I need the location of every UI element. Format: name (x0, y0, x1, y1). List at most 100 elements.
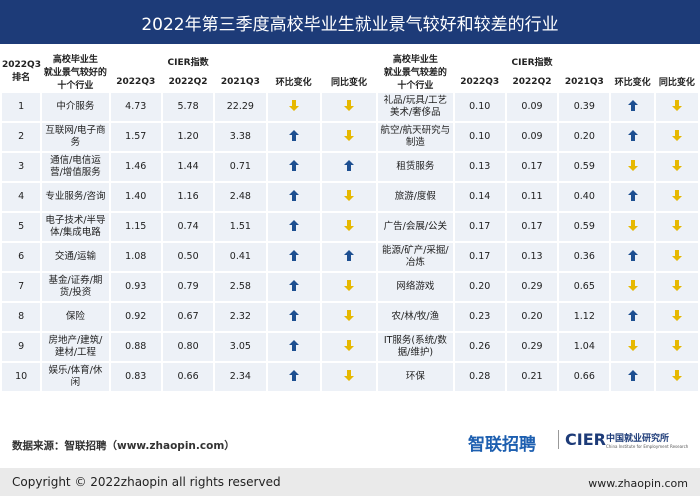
cell: 1.15 (110, 213, 161, 241)
header: 2022Q3 (460, 76, 500, 87)
trend-arrow (321, 213, 377, 241)
arrow-icon (627, 339, 638, 351)
institute-en: China Institute for Employment Research (606, 444, 689, 449)
header: 环比变化 (275, 78, 312, 89)
trend-arrow (655, 123, 698, 151)
cell: 0.59 (559, 213, 610, 241)
trend-arrow (321, 363, 377, 391)
arrow-icon (288, 339, 299, 351)
cell: 0.36 (559, 243, 610, 271)
trend-arrow (321, 273, 377, 301)
cell: 0.66 (162, 363, 214, 391)
table-row: 10 娱乐/体育/休闲 0.83 0.66 2.34 环保 0.28 0.21 0.66 (2, 363, 698, 391)
arrow-icon (343, 309, 354, 321)
cell: 3.05 (215, 333, 266, 361)
arrow-icon (671, 129, 682, 141)
table-row: 3 通信/电信运营/增值服务 1.46 1.44 0.71 租赁服务 0.13 0.17 0.5… (2, 153, 698, 181)
cell: 旅游/度假 (378, 183, 453, 211)
table-row: 5 电子技术/半导体/集成电路 1.15 0.74 1.51 广告/会展/公关 0.17 0.… (2, 213, 698, 241)
arrow-icon (343, 249, 354, 261)
arrow-icon (627, 159, 638, 171)
cell: 2 (2, 123, 41, 151)
cell: 0.29 (506, 333, 558, 361)
header: 同比变化 (658, 78, 695, 89)
trend-arrow (267, 363, 320, 391)
cell: 1.44 (162, 153, 214, 181)
cell: 专业服务/咨询 (42, 183, 109, 211)
cell: 0.71 (215, 153, 266, 181)
trend-arrow (655, 333, 698, 361)
arrow-icon (288, 189, 299, 201)
cell: IT服务(系统/数据/维护) (378, 333, 453, 361)
cell: 0.09 (506, 123, 558, 151)
arrow-icon (288, 159, 299, 171)
cell: 5.78 (162, 93, 214, 121)
trend-arrow (321, 243, 377, 271)
trend-arrow (611, 93, 654, 121)
header: CIER指数 (167, 57, 209, 68)
trend-arrow (267, 303, 320, 331)
arrow-icon (671, 219, 682, 231)
table-row: 6 交通/运输 1.08 0.50 0.41 能源/矿产/采掘/冶炼 0.17 0.13 0.3… (2, 243, 698, 271)
trend-arrow (267, 333, 320, 361)
arrow-icon (343, 99, 354, 111)
cell: 1.46 (110, 153, 161, 181)
cell: 0.20 (559, 123, 610, 151)
logo: CIER (558, 430, 606, 449)
cell: 0.11 (506, 183, 558, 211)
table-row: 2 互联网/电子商务 1.57 1.20 3.38 航空/航天研究与制造 0.10 0.09 0… (2, 123, 698, 151)
cell: 22.29 (215, 93, 266, 121)
cell: 0.17 (506, 153, 558, 181)
cell: 租赁服务 (378, 153, 453, 181)
cell: 0.13 (506, 243, 558, 271)
cell: 0.92 (110, 303, 161, 331)
trend-arrow (611, 243, 654, 271)
trend-arrow (267, 213, 320, 241)
cell: 0.23 (454, 303, 505, 331)
table: 2022Q3 排名 高校毕业生 就业景气较好的 十个行业 CIER指数 高校毕业生 就… (0, 50, 700, 393)
arrow-icon (343, 279, 354, 291)
cell: 0.80 (162, 333, 214, 361)
arrow-icon (288, 309, 299, 321)
arrow-icon (671, 279, 682, 291)
cell: 0.17 (454, 243, 505, 271)
header: 同比变化 (330, 78, 367, 89)
cell: 1.57 (110, 123, 161, 151)
arrow-icon (627, 249, 638, 261)
cell: 0.20 (506, 303, 558, 331)
header: 2022Q3 (116, 76, 156, 87)
arrow-icon (288, 219, 299, 231)
trend-arrow (321, 153, 377, 181)
trend-arrow (321, 123, 377, 151)
header: 2021Q3 (220, 76, 260, 87)
cell: 0.83 (110, 363, 161, 391)
title: 2022年第三季度高校毕业生就业景气较好和较差的行业 (0, 0, 700, 44)
cell: 保险 (42, 303, 109, 331)
cell: 能源/矿产/采掘/冶炼 (378, 243, 453, 271)
cell: 0.26 (454, 333, 505, 361)
cell: 0.39 (559, 93, 610, 121)
arrow-icon (343, 369, 354, 381)
header: 2022Q2 (168, 76, 208, 87)
arrow-icon (288, 99, 299, 111)
cell: 0.41 (215, 243, 266, 271)
table-row: 9 房地产/建筑/建材/工程 0.88 0.80 3.05 IT服务(系统/数据/维护) 0… (2, 333, 698, 361)
arrow-icon (288, 129, 299, 141)
source: 数据来源：智联招聘（www.zhaopin.com） (12, 440, 235, 452)
arrow-icon (288, 369, 299, 381)
cell: 10 (2, 363, 41, 391)
cell: 0.28 (454, 363, 505, 391)
arrow-icon (671, 249, 682, 261)
trend-arrow (267, 183, 320, 211)
cell: 0.20 (454, 273, 505, 301)
logo: 智联招聘 (468, 435, 536, 455)
footer-bar (0, 468, 700, 496)
cell: 1.04 (559, 333, 610, 361)
trend-arrow (655, 93, 698, 121)
cell: 6 (2, 243, 41, 271)
cell: 0.13 (454, 153, 505, 181)
arrow-icon (288, 249, 299, 261)
arrow-icon (288, 279, 299, 291)
cell: 5 (2, 213, 41, 241)
